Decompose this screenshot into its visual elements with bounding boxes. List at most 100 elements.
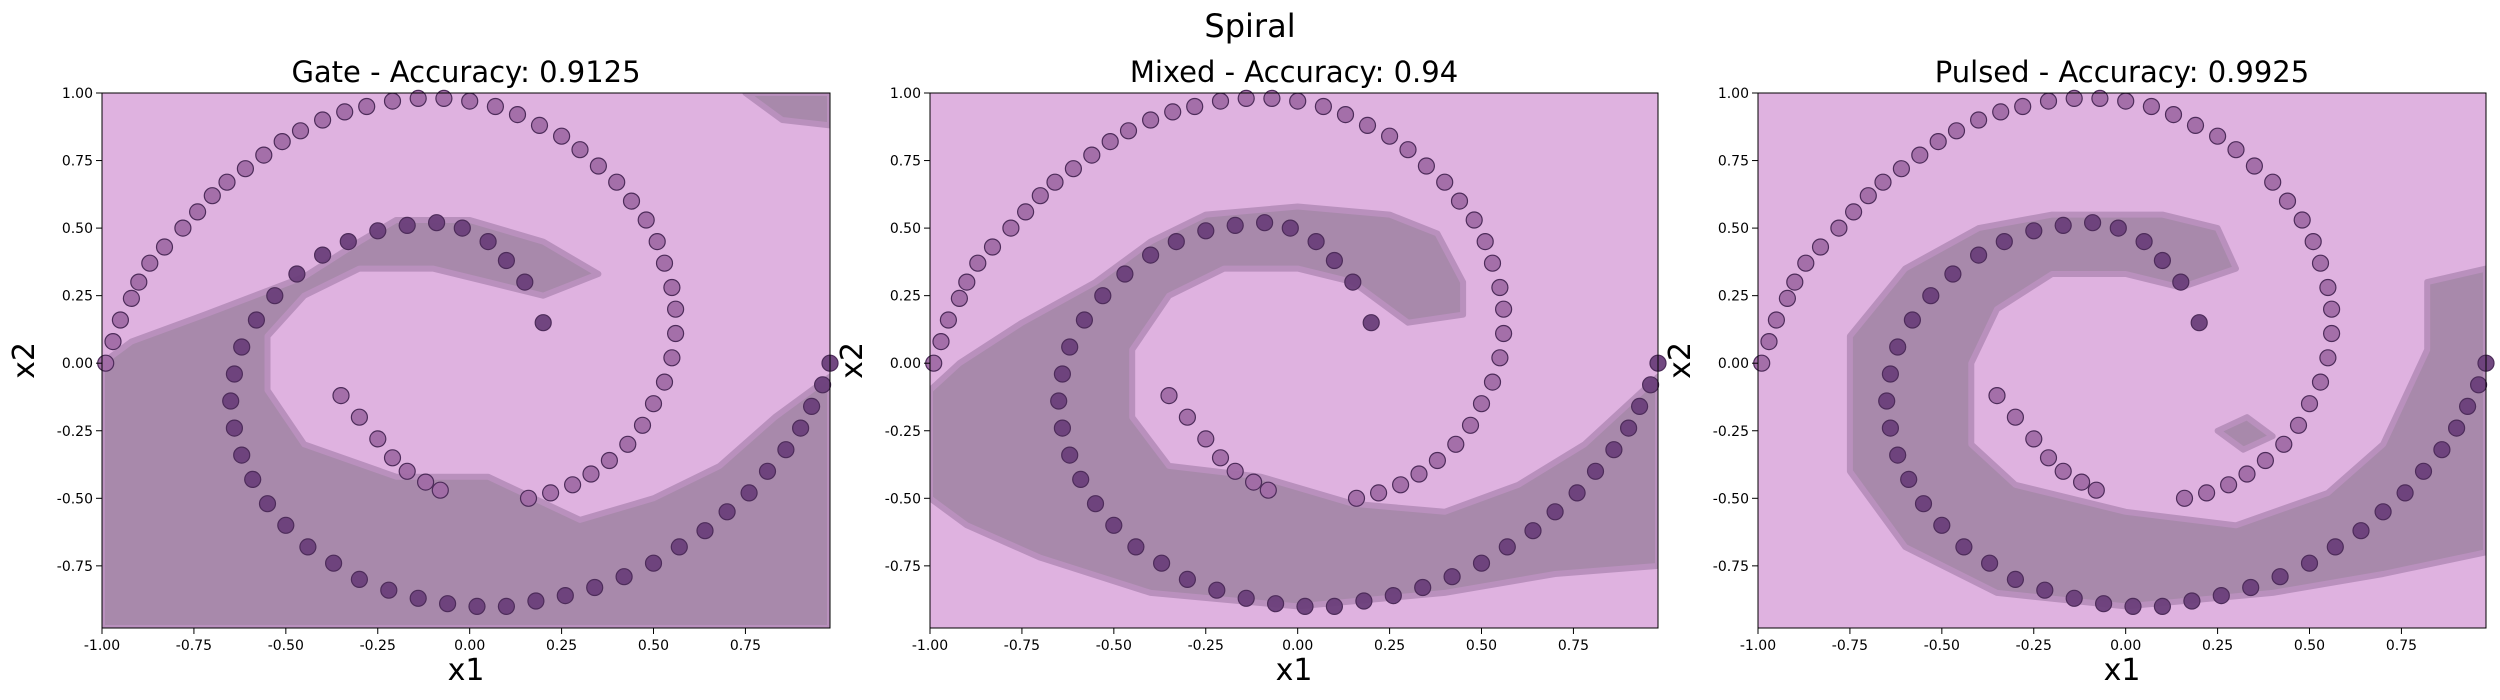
data-point bbox=[1630, 397, 1649, 415]
data-point bbox=[1450, 192, 1469, 210]
data-point bbox=[2025, 430, 2043, 448]
y-tick-label: -0.50 bbox=[1713, 491, 1749, 507]
x-axis-label: x1 bbox=[1276, 653, 1313, 688]
data-point bbox=[556, 586, 574, 605]
data-point bbox=[1881, 365, 1900, 383]
data-point bbox=[2006, 408, 2025, 426]
y-tick-label: 1.00 bbox=[890, 86, 921, 102]
data-point bbox=[1237, 89, 1255, 108]
data-point bbox=[1786, 273, 1804, 291]
data-point bbox=[2212, 586, 2230, 605]
data-point bbox=[409, 89, 427, 108]
data-point bbox=[1992, 103, 2010, 121]
panel-title: Pulsed - Accuracy: 0.9925 bbox=[1935, 55, 2309, 89]
data-point bbox=[1491, 278, 1509, 297]
axes-frame bbox=[101, 92, 831, 629]
data-point bbox=[2065, 89, 2083, 108]
data-point bbox=[218, 173, 236, 191]
data-point bbox=[273, 133, 291, 151]
data-point bbox=[236, 160, 254, 178]
data-point bbox=[1362, 314, 1380, 332]
data-point bbox=[637, 211, 655, 229]
data-point bbox=[332, 387, 350, 405]
data-point bbox=[2238, 465, 2256, 483]
data-point bbox=[479, 233, 497, 251]
data-point bbox=[497, 251, 515, 270]
data-point bbox=[1988, 387, 2006, 405]
data-point bbox=[2117, 92, 2135, 110]
data-point bbox=[615, 568, 633, 586]
data-point bbox=[1384, 586, 1402, 605]
data-point bbox=[2220, 476, 2238, 494]
data-point bbox=[2278, 192, 2297, 210]
data-point bbox=[1244, 473, 1263, 491]
data-point bbox=[1778, 289, 1797, 307]
data-point bbox=[1641, 376, 1660, 394]
y-tick-label: 0.25 bbox=[62, 289, 93, 305]
data-point bbox=[2256, 451, 2274, 470]
data-point bbox=[2293, 211, 2311, 229]
decision-region-small bbox=[2214, 414, 2276, 453]
y-tick-label: 0.75 bbox=[62, 154, 93, 170]
data-point bbox=[2300, 395, 2319, 413]
x-tick-label: -0.25 bbox=[1188, 638, 1224, 654]
data-point bbox=[1900, 470, 1918, 488]
data-point bbox=[104, 333, 122, 351]
data-point bbox=[1314, 97, 1333, 116]
data-point bbox=[1347, 489, 1366, 507]
data-point bbox=[1016, 203, 1035, 221]
data-point bbox=[1259, 481, 1277, 499]
data-point bbox=[1053, 419, 1072, 437]
data-point bbox=[1911, 146, 1929, 164]
data-point bbox=[2326, 538, 2344, 556]
data-point bbox=[233, 338, 251, 356]
data-point bbox=[1101, 133, 1119, 151]
data-point bbox=[2190, 314, 2208, 332]
data-point bbox=[1447, 435, 1465, 453]
y-tick-label: 0.25 bbox=[890, 289, 921, 305]
data-point bbox=[1929, 133, 1947, 151]
data-point bbox=[1491, 349, 1509, 367]
x-tick-label: -1.00 bbox=[912, 638, 948, 654]
x-axis-label: x1 bbox=[2104, 653, 2141, 688]
data-point bbox=[527, 592, 545, 610]
x-tick-label: 0.25 bbox=[1374, 638, 1405, 654]
y-tick-label: 0.00 bbox=[62, 356, 93, 372]
data-point bbox=[939, 311, 958, 329]
panel-2: -1.00 -0.75 -0.50 -0.25 0.00 0.25 0.50 0.75 1.00… bbox=[1663, 55, 2495, 688]
data-point bbox=[122, 289, 140, 307]
data-point bbox=[383, 449, 402, 467]
data-point bbox=[1211, 449, 1230, 467]
data-point bbox=[1859, 187, 1877, 205]
x-tick-label: -1.00 bbox=[84, 638, 120, 654]
data-point bbox=[1197, 222, 1215, 240]
data-point bbox=[277, 516, 295, 534]
x-tick-label: 0.75 bbox=[1558, 638, 1589, 654]
data-point bbox=[2304, 233, 2322, 251]
data-point bbox=[1391, 476, 1410, 494]
data-point bbox=[696, 522, 714, 540]
data-point bbox=[350, 408, 368, 426]
data-point bbox=[802, 397, 821, 415]
x-axis-label: x1 bbox=[448, 653, 485, 688]
data-point bbox=[1410, 465, 1428, 483]
x-tick-label: 0.00 bbox=[1282, 638, 1313, 654]
data-point bbox=[2039, 92, 2058, 110]
series-0 bbox=[925, 89, 1513, 507]
data-point bbox=[1053, 365, 1072, 383]
data-point bbox=[1461, 416, 1480, 434]
data-point bbox=[2186, 116, 2205, 135]
data-point bbox=[2135, 233, 2153, 251]
data-point bbox=[2352, 522, 2370, 540]
data-point bbox=[233, 446, 251, 464]
data-point bbox=[2054, 216, 2072, 234]
data-point bbox=[2459, 397, 2477, 415]
y-tick-label: -0.25 bbox=[1713, 424, 1749, 440]
data-point bbox=[155, 238, 174, 256]
data-point bbox=[2311, 254, 2330, 272]
data-point bbox=[1064, 160, 1083, 178]
data-point bbox=[358, 97, 376, 116]
data-point bbox=[1969, 246, 1988, 264]
data-point bbox=[189, 203, 207, 221]
data-point bbox=[299, 538, 317, 556]
